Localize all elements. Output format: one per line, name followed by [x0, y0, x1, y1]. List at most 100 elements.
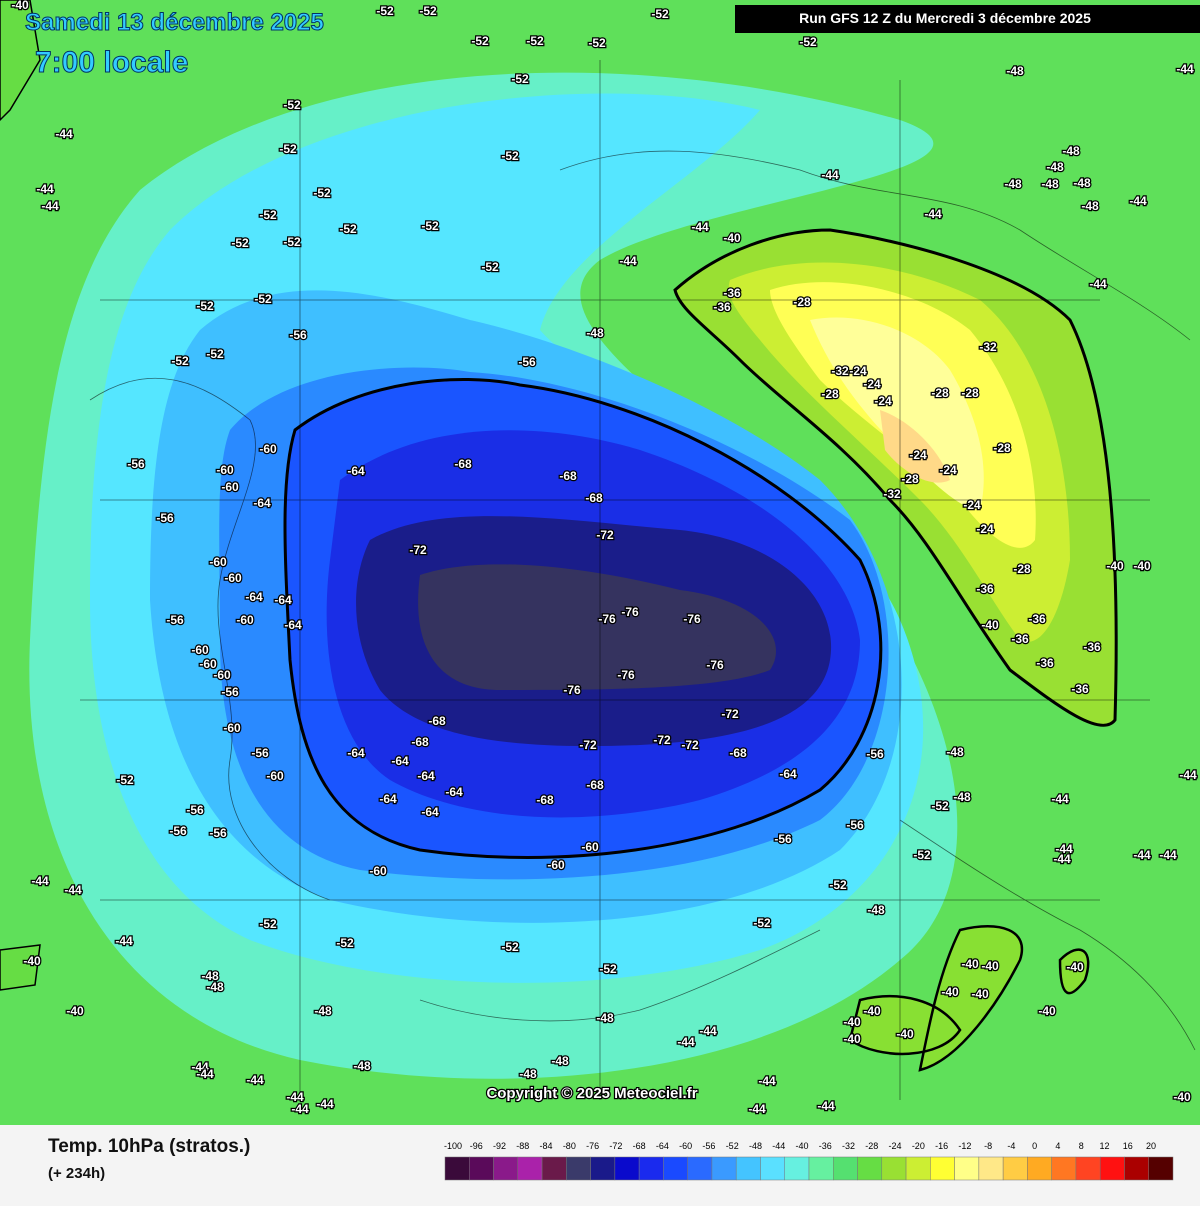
- colorbar-tick-label: 12: [1099, 1141, 1109, 1151]
- contour-label: -48: [867, 903, 885, 917]
- contour-label: -44: [291, 1102, 309, 1116]
- contour-label: -60: [369, 864, 387, 878]
- contour-label: -24: [939, 463, 957, 477]
- colorbar-tick-label: -88: [516, 1141, 529, 1151]
- colorbar-swatch: [954, 1156, 980, 1181]
- colorbar-swatch: [735, 1156, 761, 1181]
- colorbar-swatch: [517, 1156, 543, 1181]
- contour-label: -60: [209, 555, 227, 569]
- contour-label: -64: [347, 746, 365, 760]
- contour-label: -52: [799, 35, 817, 49]
- contour-label: -68: [729, 746, 747, 760]
- contour-label: -52: [283, 98, 301, 112]
- contour-label: -68: [559, 469, 577, 483]
- contour-label: -28: [993, 441, 1011, 455]
- contour-label: -76: [563, 683, 581, 697]
- contour-label: -44: [748, 1102, 766, 1116]
- contour-label: -52: [501, 940, 519, 954]
- contour-label: -24: [849, 364, 867, 378]
- colorbar-swatch: [930, 1156, 955, 1181]
- colorbar-swatch: [1002, 1156, 1028, 1181]
- contour-label: -44: [36, 182, 54, 196]
- contour-label: -56: [221, 685, 239, 699]
- contour-label: -44: [1176, 62, 1194, 76]
- colorbar-swatch: [784, 1156, 810, 1181]
- contour-label: -68: [428, 714, 446, 728]
- contour-label: -56: [166, 613, 184, 627]
- colorbar-tick-label: 0: [1032, 1141, 1037, 1151]
- contour-label: -52: [259, 208, 277, 222]
- contour-label: -44: [246, 1073, 264, 1087]
- contour-label: -52: [206, 347, 224, 361]
- contour-label: -44: [1133, 848, 1151, 862]
- contour-label: -72: [653, 733, 671, 747]
- contour-label: -52: [588, 36, 606, 50]
- contour-label: -52: [419, 4, 437, 18]
- contour-label: -44: [619, 254, 637, 268]
- contour-label: -48: [353, 1059, 371, 1073]
- contour-label: -48: [1041, 177, 1059, 191]
- colorbar-tick-label: 20: [1146, 1141, 1156, 1151]
- colorbar-swatch: [493, 1156, 519, 1181]
- contour-label: -36: [1036, 656, 1054, 670]
- colorbar-swatch: [711, 1156, 737, 1181]
- contour-label: -64: [347, 464, 365, 478]
- colorbar-swatch: [1027, 1156, 1052, 1181]
- contour-label: -52: [279, 142, 297, 156]
- forecast-hour: (+ 234h): [48, 1165, 105, 1182]
- contour-label: -60: [259, 442, 277, 456]
- colorbar-swatch: [566, 1156, 591, 1181]
- colorbar-tick-label: -8: [984, 1141, 992, 1151]
- contour-label: -56: [169, 824, 187, 838]
- contour-label: -72: [721, 707, 739, 721]
- contour-label: -44: [1159, 848, 1177, 862]
- contour-label: -40: [896, 1027, 914, 1041]
- contour-label: -40: [1038, 1004, 1056, 1018]
- contour-label: -40: [723, 231, 741, 245]
- contour-label: -40: [961, 957, 979, 971]
- forecast-date: Samedi 13 décembre 2025: [25, 9, 324, 36]
- contour-label: -60: [216, 463, 234, 477]
- colorbar-swatch: [614, 1156, 640, 1181]
- contour-label: -40: [1133, 559, 1151, 573]
- contour-label: -64: [445, 785, 463, 799]
- contour-label: -48: [953, 790, 971, 804]
- warm-area-core: [880, 410, 950, 483]
- contour-label: -24: [874, 394, 892, 408]
- contour-label: -56: [186, 803, 204, 817]
- contour-label: -48: [586, 326, 604, 340]
- contour-label: -44: [1055, 842, 1073, 856]
- contour-label: -52: [913, 848, 931, 862]
- colorbar-tick-label: -36: [819, 1141, 832, 1151]
- contour-label: -52: [421, 219, 439, 233]
- contour-label: -60: [581, 840, 599, 854]
- contour-label: -48: [551, 1054, 569, 1068]
- contour-label: -60: [266, 769, 284, 783]
- contour-label: -48: [314, 1004, 332, 1018]
- contour-label: -24: [863, 377, 881, 391]
- contour-label: -56: [289, 328, 307, 342]
- contour-label: -40: [843, 1032, 861, 1046]
- contour-label: -40: [1106, 559, 1124, 573]
- contour-label: -68: [454, 457, 472, 471]
- contour-label: -56: [209, 826, 227, 840]
- forecast-time: 7:00 locale: [35, 46, 188, 79]
- contour-label: -72: [409, 543, 427, 557]
- colorbar-swatch: [978, 1156, 1004, 1181]
- contour-label: -40: [11, 0, 29, 12]
- colorbar-tick-label: -12: [958, 1141, 971, 1151]
- contour-label: -36: [723, 286, 741, 300]
- contour-label: -24: [976, 522, 994, 536]
- contour-label: -24: [909, 448, 927, 462]
- colorbar-swatch: [881, 1156, 907, 1181]
- contour-label: -44: [55, 127, 73, 141]
- contour-label: -40: [23, 954, 41, 968]
- colorbar-swatch: [469, 1156, 494, 1181]
- colorbar-tick-label: -80: [563, 1141, 576, 1151]
- colorbar-tick-label: -76: [586, 1141, 599, 1151]
- colorbar-tick-label: 4: [1055, 1141, 1060, 1151]
- contour-label: -44: [196, 1067, 214, 1081]
- colorbar-tick-label: -56: [702, 1141, 715, 1151]
- contour-label: -28: [1013, 562, 1031, 576]
